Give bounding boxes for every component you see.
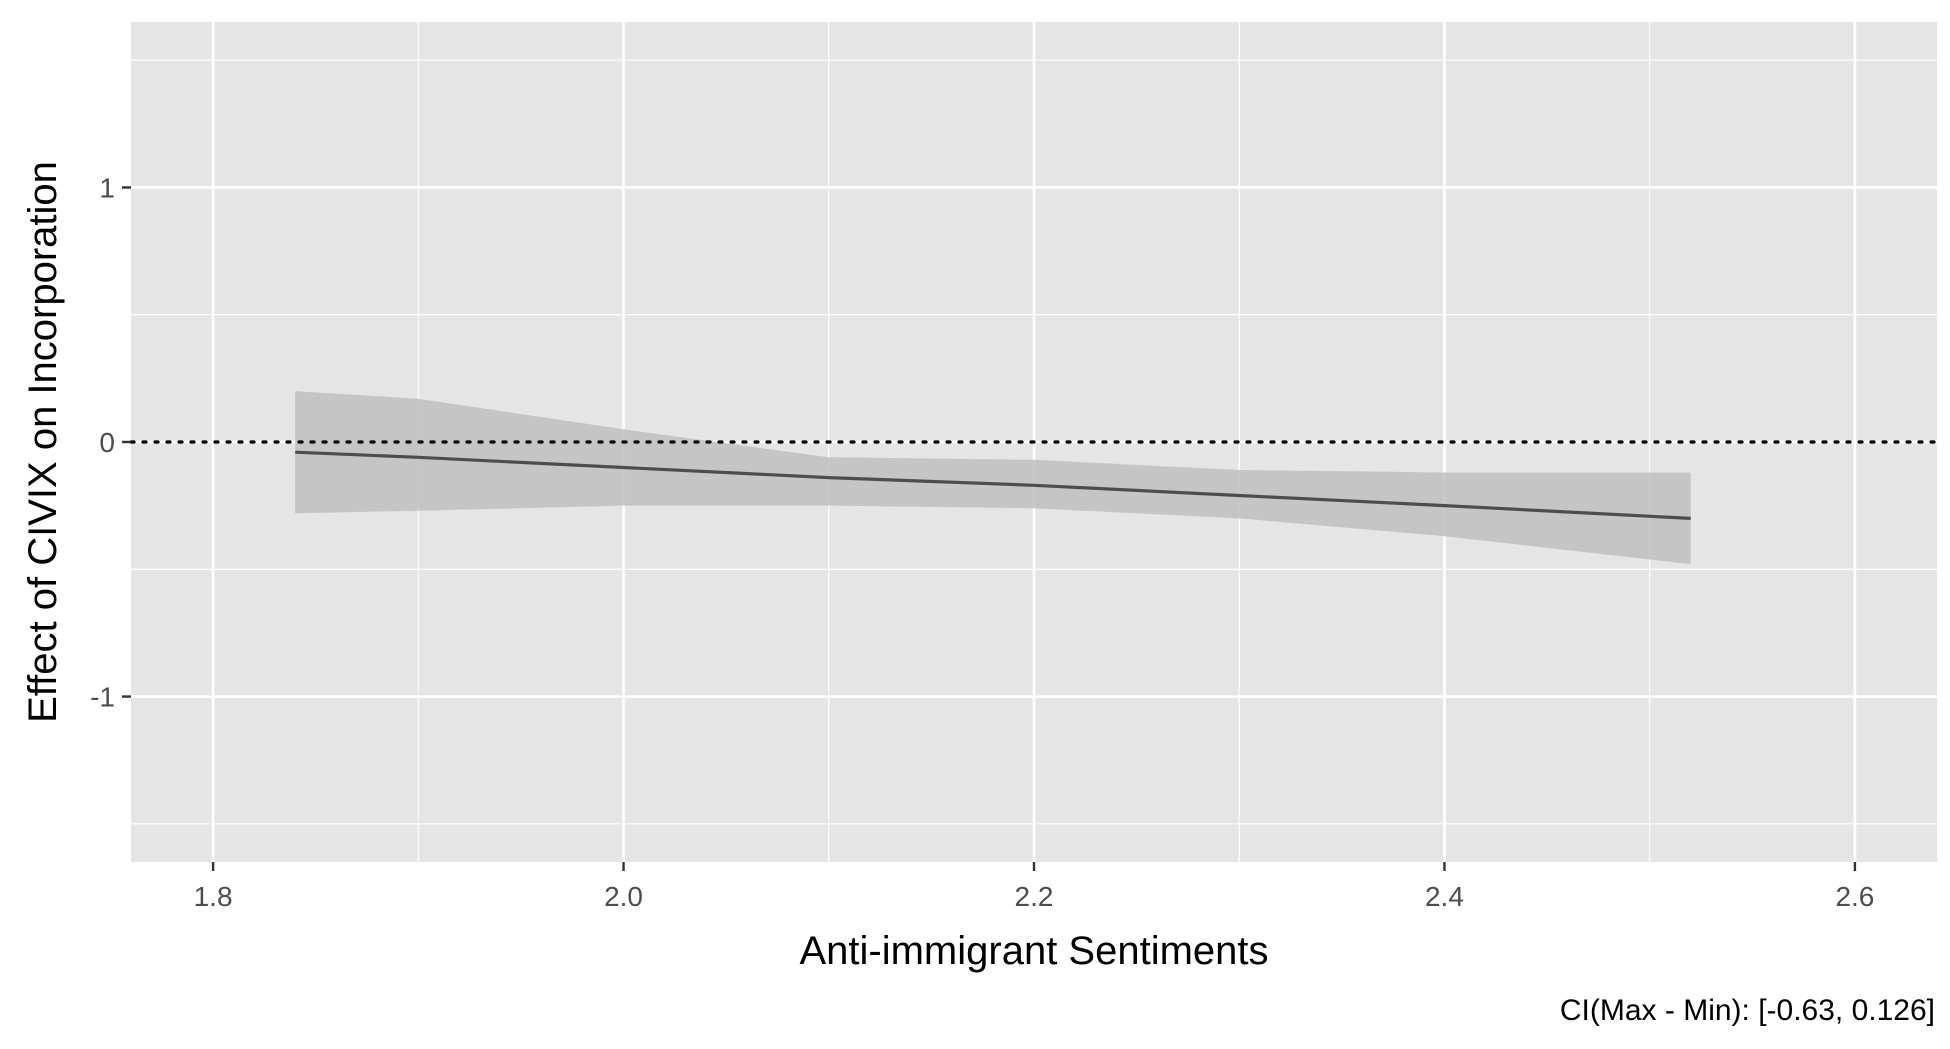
x-tick-label: 1.8 xyxy=(194,881,233,912)
x-tick-label: 2.0 xyxy=(604,881,643,912)
y-axis: -1 0 1 xyxy=(90,172,131,713)
y-tick-label: -1 xyxy=(90,682,115,713)
x-tick-label: 2.4 xyxy=(1425,881,1464,912)
x-tick-label: 2.6 xyxy=(1835,881,1874,912)
ribbon-layer xyxy=(295,391,1691,565)
chart-caption: CI(Max - Min): [-0.63, 0.126] xyxy=(1560,994,1935,1027)
y-tick-label: 1 xyxy=(99,172,115,203)
effect-line xyxy=(295,450,1691,520)
y-axis-title: Effect of CIVIX on Incorporation xyxy=(21,161,65,723)
confidence-band xyxy=(295,391,1691,565)
line-layer xyxy=(295,450,1691,520)
x-axis-title: Anti-immigrant Sentiments xyxy=(799,929,1268,973)
y-tick-label: 0 xyxy=(99,427,115,458)
x-axis: 1.8 2.0 2.2 2.4 2.6 xyxy=(194,862,1874,912)
x-tick-label: 2.2 xyxy=(1015,881,1054,912)
